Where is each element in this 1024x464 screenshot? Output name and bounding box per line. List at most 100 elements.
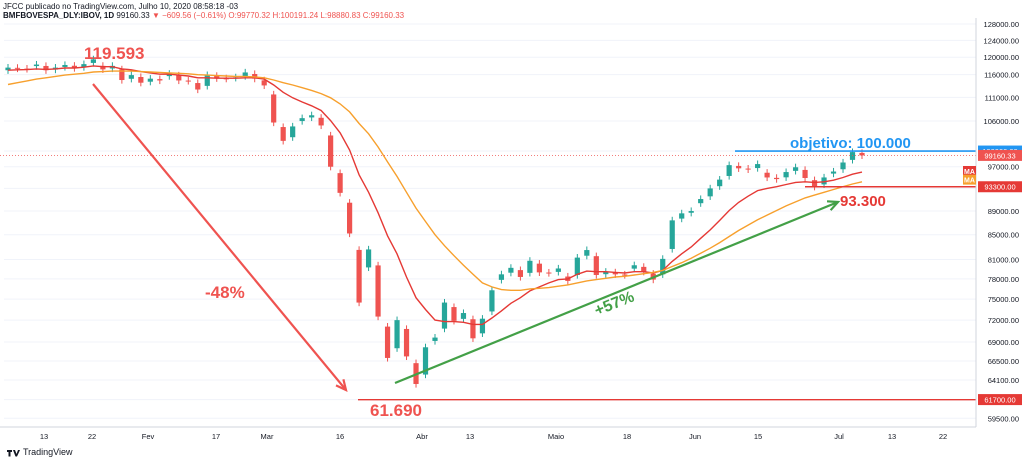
candle-body — [688, 211, 694, 213]
candle-body — [508, 267, 514, 273]
annotation-text: 119.593 — [84, 44, 145, 63]
moving-averages-layer — [7, 65, 863, 326]
candle-body — [119, 69, 125, 81]
y-tick-label: 128000.00 — [984, 20, 1019, 29]
candle-body — [271, 94, 277, 123]
x-tick-label: 15 — [754, 432, 762, 441]
chart-header: JFCC publicado no TradingView.com, Julho… — [3, 2, 404, 20]
candle-body — [432, 337, 438, 341]
candle-body — [62, 64, 68, 67]
candle-body — [157, 79, 163, 81]
candle-body — [280, 127, 286, 141]
annotation-text: -48% — [205, 283, 245, 302]
x-tick-label: 16 — [336, 432, 344, 441]
price-label-box — [978, 394, 1022, 406]
candle-body — [679, 213, 685, 219]
ma-badge-text: MA — [964, 178, 975, 185]
candle-body — [470, 319, 476, 339]
candle-body — [337, 173, 343, 193]
x-tick-label: 18 — [623, 432, 631, 441]
tradingview-logo[interactable]: TradingView — [6, 447, 73, 457]
candle-body — [536, 263, 542, 273]
candle-body — [14, 67, 21, 69]
x-tick-label: 17 — [212, 432, 220, 441]
candle-body — [365, 249, 372, 268]
x-tick-label: Jun — [689, 432, 701, 441]
up-trend-arrow — [394, 200, 839, 385]
y-tick-label: 75000.00 — [988, 295, 1019, 304]
candle-body — [81, 64, 87, 68]
y-tick-label: 69000.00 — [988, 338, 1019, 347]
candle-body — [811, 180, 818, 187]
candle-body — [736, 165, 742, 169]
candle-body — [774, 177, 780, 180]
x-tick-label: Maio — [548, 432, 564, 441]
candle-body — [242, 72, 248, 77]
y-tick-label: 89000.00 — [988, 207, 1019, 216]
candle-body — [261, 80, 267, 86]
candle-body — [660, 258, 666, 275]
candle-body — [394, 320, 400, 349]
candle-body — [214, 75, 220, 79]
symbol-name[interactable]: BMFBOVESPA_DLY:IBOV, 1D — [3, 11, 115, 20]
candle-body — [33, 64, 40, 67]
publish-line: JFCC publicado no TradingView.com, Julho… — [3, 2, 239, 11]
down-trend-arrow — [92, 83, 347, 391]
y-tick-label: 85000.00 — [988, 231, 1019, 240]
candle-body — [859, 152, 865, 156]
y-tick-label: 97000.00 — [988, 163, 1019, 172]
candle-body — [328, 135, 334, 167]
price-label-text: 93300.00 — [984, 183, 1015, 192]
y-tick-label: 59500.00 — [988, 414, 1019, 423]
candle-body — [527, 260, 533, 273]
candle-body — [100, 65, 106, 70]
candle-body — [517, 270, 523, 277]
candle-body — [128, 75, 134, 79]
candle-body — [593, 256, 599, 275]
ma-slow-line — [7, 70, 863, 291]
candle-body — [479, 318, 486, 334]
candle-body — [290, 126, 296, 138]
candle-body — [166, 73, 172, 77]
levels-layer — [0, 150, 976, 401]
x-tick-label: 13 — [466, 432, 474, 441]
candle-body — [185, 80, 191, 82]
candle-body — [783, 172, 789, 178]
x-axis[interactable]: 13 22 Fev 17 Mar 16 Abr 13 Maio 18 Jun 15 Jul 13 22 — [0, 426, 976, 441]
x-tick-label: Abr — [416, 432, 428, 441]
candles-layer — [5, 55, 865, 388]
x-tick-label: Fev — [142, 432, 155, 441]
x-tick-label: Mar — [261, 432, 274, 441]
candle-body — [176, 75, 182, 81]
candle-body — [460, 313, 467, 319]
candle-body — [309, 115, 315, 118]
price-label-box — [978, 149, 1022, 161]
candle-body — [764, 172, 770, 178]
price-label-text: 99160.33 — [984, 151, 1015, 160]
y-tick-label: 124000.00 — [984, 36, 1019, 45]
ohlc-values: O:99770.32 H:100191.24 L:98880.83 C:9916… — [228, 11, 405, 20]
y-tick-label: 64100.00 — [988, 376, 1019, 385]
y-tick-label: 111000.00 — [985, 93, 1019, 102]
candle-body — [299, 118, 305, 122]
drawings-layer — [92, 83, 841, 392]
candle-body — [622, 274, 628, 276]
candle-body — [849, 152, 856, 160]
y-axis[interactable]: 128000.00 124000.00 120000.00 116000.00 1110… — [975, 18, 1019, 427]
ma-badge-text: MA — [964, 169, 975, 176]
candle-body — [641, 266, 647, 272]
y-tick-label: 72000.00 — [988, 316, 1019, 325]
price-label-box — [978, 181, 1022, 193]
grid-lines — [4, 23, 976, 419]
price-label-text: 61700.00 — [984, 396, 1015, 405]
candle-body — [195, 83, 201, 90]
ma-fast-line — [7, 65, 863, 326]
y-tick-label: 81000.00 — [988, 256, 1019, 265]
candle-body — [422, 347, 429, 375]
candle-body — [147, 78, 153, 82]
candle-body — [802, 169, 808, 178]
candle-body — [792, 167, 799, 171]
symbol-line: BMFBOVESPA_DLY:IBOV, 1D 99160.33 ▼ −609.… — [3, 11, 404, 20]
